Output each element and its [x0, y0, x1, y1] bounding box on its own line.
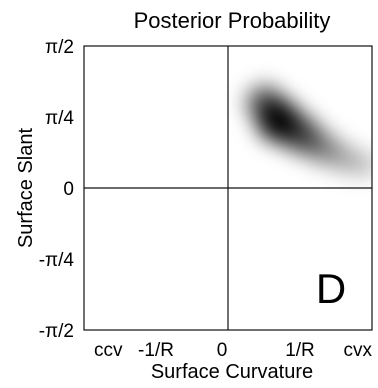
x-tick-label: -1/R — [138, 340, 174, 361]
density-layer — [245, 84, 372, 178]
y-axis-label: Surface Slant — [15, 128, 37, 249]
chart-title: Posterior Probability — [134, 8, 331, 33]
y-tick-label: π/4 — [45, 108, 74, 129]
y-tick-label: 0 — [63, 179, 74, 200]
x-axis-label: Surface Curvature — [151, 361, 313, 383]
y-tick-label: -π/2 — [39, 321, 74, 342]
x-tick-label: 1/R — [285, 340, 315, 361]
x-tick-label: ccv — [94, 340, 123, 361]
x-tick-labels: ccv -1/R 0 1/R cvx — [94, 340, 373, 361]
panel-label: D — [316, 265, 346, 312]
density-peak — [265, 105, 292, 136]
x-tick-label: cvx — [344, 340, 373, 361]
y-tick-label: -π/4 — [39, 250, 75, 271]
x-tick-label: 0 — [217, 340, 228, 361]
y-tick-labels: π/2 π/4 0 -π/4 -π/2 — [39, 37, 75, 342]
y-tick-label: π/2 — [45, 37, 74, 58]
density-blob — [327, 144, 359, 172]
